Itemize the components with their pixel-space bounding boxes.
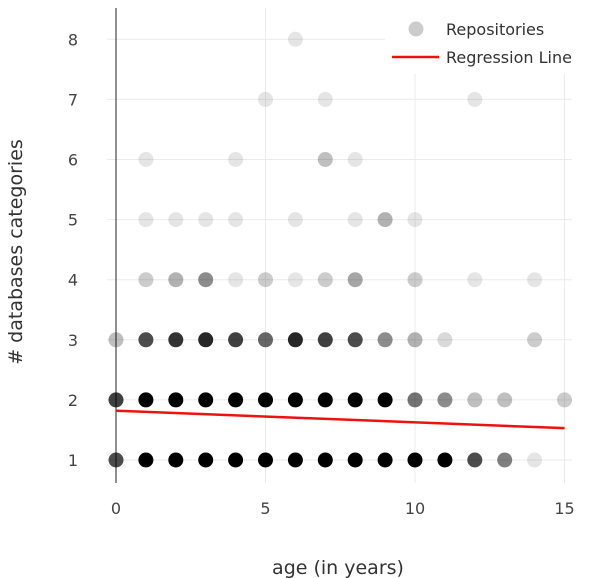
legend-regression-line-label: Regression Line bbox=[446, 48, 572, 67]
data-point-37 bbox=[317, 332, 333, 348]
data-point-51 bbox=[407, 272, 423, 288]
data-point-65 bbox=[347, 152, 363, 167]
data-point-25 bbox=[407, 392, 423, 408]
data-point-0 bbox=[108, 452, 124, 468]
x-tick-label-0: 0 bbox=[111, 499, 121, 518]
y-tick-label-3: 3 bbox=[68, 331, 78, 350]
data-point-4 bbox=[228, 452, 244, 468]
data-point-2 bbox=[168, 452, 184, 468]
data-point-17 bbox=[168, 392, 184, 408]
data-point-24 bbox=[377, 392, 393, 408]
data-point-20 bbox=[258, 392, 273, 408]
data-point-69 bbox=[287, 31, 303, 47]
data-point-23 bbox=[347, 392, 363, 408]
data-point-34 bbox=[228, 332, 244, 348]
data-point-49 bbox=[317, 272, 333, 288]
y-tick-label-2: 2 bbox=[68, 391, 78, 410]
ticks-layer: 0 5 10 15 1 2 3 4 5 6 7 8 bbox=[68, 30, 575, 518]
data-point-26 bbox=[437, 392, 453, 408]
data-point-8 bbox=[347, 452, 363, 468]
y-tick-label-6: 6 bbox=[68, 151, 78, 170]
data-point-16 bbox=[138, 392, 154, 408]
data-point-7 bbox=[317, 452, 333, 468]
data-point-21 bbox=[287, 392, 303, 408]
x-tick-label-5: 5 bbox=[260, 499, 270, 518]
data-point-36 bbox=[287, 332, 303, 348]
data-point-68 bbox=[467, 91, 483, 107]
data-point-47 bbox=[258, 272, 273, 288]
data-point-64 bbox=[317, 152, 333, 167]
legend-background bbox=[385, 8, 597, 74]
data-point-35 bbox=[258, 332, 273, 348]
data-point-18 bbox=[198, 392, 214, 408]
legend: Repositories Regression Line bbox=[385, 8, 597, 74]
data-point-28 bbox=[497, 392, 513, 408]
data-point-60 bbox=[377, 212, 393, 228]
data-point-3 bbox=[198, 452, 214, 468]
data-point-62 bbox=[138, 152, 154, 167]
regression-line-layer bbox=[115, 409, 565, 430]
data-point-10 bbox=[407, 452, 423, 468]
data-point-6 bbox=[287, 452, 303, 468]
data-point-29 bbox=[557, 392, 572, 408]
data-point-12 bbox=[467, 452, 483, 468]
data-point-15 bbox=[108, 392, 124, 408]
data-point-53 bbox=[527, 272, 543, 288]
data-point-48 bbox=[287, 272, 303, 288]
legend-repositories-label: Repositories bbox=[446, 20, 544, 39]
y-tick-label-8: 8 bbox=[68, 30, 78, 49]
data-point-9 bbox=[377, 452, 393, 468]
data-point-27 bbox=[467, 392, 483, 408]
data-point-44 bbox=[168, 272, 184, 288]
regression-line bbox=[115, 409, 565, 430]
x-tick-label-10: 10 bbox=[405, 499, 425, 518]
data-point-22 bbox=[317, 392, 333, 408]
data-point-52 bbox=[467, 272, 483, 288]
data-point-13 bbox=[497, 452, 513, 468]
data-point-45 bbox=[198, 272, 214, 288]
data-point-38 bbox=[347, 332, 363, 348]
data-point-54 bbox=[138, 212, 154, 228]
data-point-19 bbox=[228, 392, 244, 408]
y-axis-title: # databases categories bbox=[5, 139, 27, 365]
data-point-42 bbox=[527, 332, 543, 348]
data-point-5 bbox=[258, 452, 273, 468]
data-point-50 bbox=[347, 272, 363, 288]
data-point-56 bbox=[198, 212, 214, 228]
data-point-57 bbox=[228, 212, 244, 228]
data-point-43 bbox=[138, 272, 154, 288]
y-tick-label-5: 5 bbox=[68, 211, 78, 230]
data-point-66 bbox=[258, 91, 273, 107]
x-tick-label-15: 15 bbox=[554, 499, 574, 518]
x-axis-title: age (in years) bbox=[272, 557, 404, 578]
data-point-31 bbox=[138, 332, 154, 348]
data-point-11 bbox=[437, 452, 453, 468]
data-point-1 bbox=[138, 452, 154, 468]
data-point-58 bbox=[287, 212, 303, 228]
data-point-61 bbox=[407, 212, 423, 228]
data-point-30 bbox=[108, 332, 124, 348]
data-point-46 bbox=[228, 272, 244, 288]
data-point-63 bbox=[228, 152, 244, 167]
data-point-41 bbox=[437, 332, 453, 348]
points-layer bbox=[108, 31, 572, 468]
y-tick-label-1: 1 bbox=[68, 451, 78, 470]
y-tick-label-4: 4 bbox=[68, 271, 78, 290]
legend-repositories-marker bbox=[408, 21, 424, 37]
y-tick-label-7: 7 bbox=[68, 90, 78, 109]
data-point-55 bbox=[168, 212, 184, 228]
data-point-59 bbox=[347, 212, 363, 228]
grid-layer bbox=[107, 8, 572, 483]
data-point-14 bbox=[527, 452, 543, 468]
data-point-67 bbox=[317, 91, 333, 107]
data-point-40 bbox=[407, 332, 423, 348]
data-point-32 bbox=[168, 332, 184, 348]
data-point-33 bbox=[198, 332, 214, 348]
data-point-39 bbox=[377, 332, 393, 348]
